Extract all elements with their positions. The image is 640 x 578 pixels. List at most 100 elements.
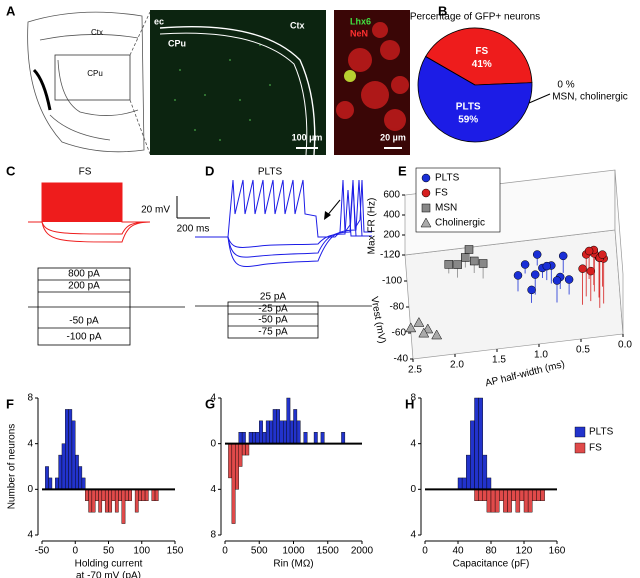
slice-label: FS (475, 46, 488, 57)
micrograph-label: CPu (168, 38, 186, 48)
scale-bar-label: 20 mV (141, 205, 170, 216)
current-label: -100 pA (66, 332, 101, 343)
bar (241, 432, 246, 444)
bar (289, 420, 294, 444)
x-tick-label: 2.0 (450, 360, 464, 371)
y-tick-label: 4 (410, 438, 416, 449)
current-label: -25 pA (258, 304, 288, 315)
point (469, 256, 479, 266)
y-tick-label: 0 (210, 438, 216, 449)
y-tick-label: 8 (210, 530, 216, 541)
x-tick-label: 2000 (351, 546, 374, 557)
bar (482, 489, 488, 501)
bar (486, 477, 492, 490)
point (413, 316, 425, 327)
bar (65, 409, 69, 490)
bar (272, 409, 277, 444)
x-tick-label: 100 (133, 546, 150, 557)
point (418, 327, 430, 338)
bar (108, 489, 113, 513)
bar (490, 489, 496, 513)
current-label: 200 pA (68, 281, 100, 292)
bar (259, 420, 263, 444)
slice-value: 0 % (557, 80, 574, 91)
x-tick-label: 1500 (317, 546, 340, 557)
x-tick-label: 0 (422, 546, 428, 557)
bar (527, 489, 533, 513)
point (542, 261, 552, 271)
y-tick-label: 8 (27, 393, 33, 404)
panel-label: H (405, 396, 414, 411)
bar (286, 397, 291, 444)
bar (228, 443, 233, 479)
y-tick-label: 8 (410, 393, 416, 404)
pie-slice (425, 27, 533, 86)
legend-marker (421, 203, 431, 213)
bar (154, 489, 159, 501)
point (464, 245, 474, 254)
protocol (28, 267, 185, 346)
bar (269, 420, 274, 444)
bar (248, 432, 253, 444)
bar (101, 489, 106, 501)
point (564, 275, 574, 284)
bar (144, 489, 149, 501)
bar (88, 489, 93, 513)
scale-bar-label: 200 ms (177, 224, 210, 235)
bar (252, 432, 257, 444)
panel-label: F (6, 396, 14, 411)
bar (532, 489, 537, 501)
x-axis-label: Rin (MΩ) (273, 559, 313, 570)
bar (503, 489, 508, 513)
bar (486, 489, 492, 513)
current-label: 25 pA (260, 292, 286, 303)
panel-label: B (438, 3, 447, 18)
y-tick-label: 4 (27, 530, 33, 541)
y-tick-label: 4 (27, 438, 33, 449)
legend-label: FS (435, 188, 448, 199)
bar (78, 466, 83, 490)
point (453, 260, 462, 269)
panel-label: C (6, 163, 16, 178)
bar (134, 489, 139, 513)
y-tick-label: 0 (27, 484, 33, 495)
bar (91, 489, 96, 513)
arrow-head (324, 211, 331, 220)
bar (279, 420, 284, 444)
legend-label: FS (589, 443, 602, 454)
point (431, 329, 443, 340)
trace-title: PLTS (258, 167, 283, 178)
y-tick-label: 0 (410, 484, 416, 495)
bar (111, 489, 116, 501)
x-tick-label: 1000 (282, 546, 305, 557)
scale-bar-label: 100 µm (292, 132, 323, 142)
panel-label: A (6, 3, 16, 18)
bar (81, 477, 86, 490)
x-tick-label: 0 (222, 546, 228, 557)
bar (94, 489, 99, 501)
bar (61, 443, 66, 490)
bar (104, 489, 109, 513)
bar (45, 466, 49, 490)
stain-cell (344, 70, 356, 82)
micrograph-label: ec (154, 16, 164, 26)
y-tick-label: 4 (410, 530, 416, 541)
y-axis-label: Number of neurons (7, 424, 18, 510)
bar (536, 489, 541, 501)
bar (540, 489, 545, 501)
legend-marker (421, 188, 431, 198)
bar (457, 477, 463, 490)
bar (118, 489, 122, 501)
bar (68, 409, 73, 490)
x-axis-label: Holding current (75, 559, 143, 570)
point (532, 250, 542, 259)
bar (114, 489, 119, 513)
tract-line (159, 25, 316, 156)
x-tick-label: 150 (167, 546, 184, 557)
bar (474, 489, 479, 501)
bar (474, 397, 479, 490)
panel-label: D (205, 163, 214, 178)
x-axis-label: Capacitance (pF) (453, 559, 530, 570)
legend-swatch (574, 426, 586, 438)
